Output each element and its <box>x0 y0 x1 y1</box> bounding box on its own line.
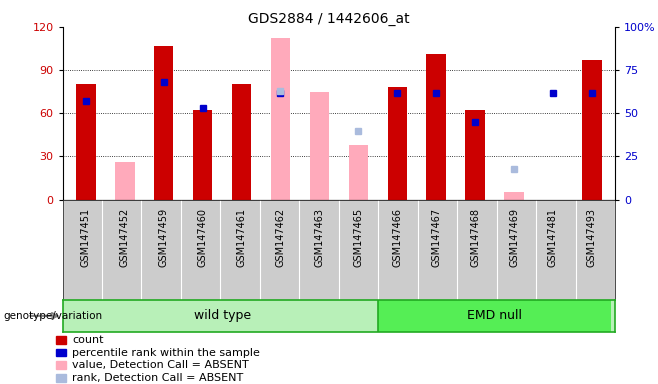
Text: GSM147493: GSM147493 <box>587 208 597 266</box>
Text: GSM147467: GSM147467 <box>431 208 441 267</box>
Bar <box>270 38 290 200</box>
Text: GSM147452: GSM147452 <box>120 208 130 267</box>
Text: GSM147468: GSM147468 <box>470 208 480 266</box>
Text: GDS2884 / 1442606_at: GDS2884 / 1442606_at <box>248 12 410 25</box>
Text: GSM147460: GSM147460 <box>197 208 208 266</box>
Text: EMD null: EMD null <box>467 310 522 322</box>
Text: GSM147463: GSM147463 <box>315 208 324 266</box>
Bar <box>154 46 174 200</box>
Bar <box>193 111 213 200</box>
Bar <box>76 84 95 200</box>
Text: count: count <box>72 335 104 345</box>
Text: percentile rank within the sample: percentile rank within the sample <box>72 348 261 358</box>
Text: GSM147481: GSM147481 <box>548 208 558 266</box>
Bar <box>232 84 251 200</box>
Text: GSM147469: GSM147469 <box>509 208 519 266</box>
Text: GSM147459: GSM147459 <box>159 208 168 267</box>
Text: GSM147461: GSM147461 <box>237 208 247 266</box>
FancyBboxPatch shape <box>378 300 611 332</box>
Text: GSM147466: GSM147466 <box>392 208 402 266</box>
Bar <box>388 88 407 200</box>
Bar <box>115 162 134 200</box>
Bar <box>465 111 485 200</box>
Text: GSM147465: GSM147465 <box>353 208 363 267</box>
Bar <box>504 192 524 200</box>
Text: GSM147462: GSM147462 <box>276 208 286 267</box>
Bar <box>426 54 446 200</box>
Bar <box>582 113 601 200</box>
Text: value, Detection Call = ABSENT: value, Detection Call = ABSENT <box>72 360 249 370</box>
Text: genotype/variation: genotype/variation <box>3 311 103 321</box>
Bar <box>310 92 329 200</box>
Text: rank, Detection Call = ABSENT: rank, Detection Call = ABSENT <box>72 373 243 383</box>
Bar <box>582 60 601 200</box>
Text: GSM147451: GSM147451 <box>81 208 91 267</box>
Text: wild type: wild type <box>193 310 251 322</box>
Bar <box>349 145 368 200</box>
